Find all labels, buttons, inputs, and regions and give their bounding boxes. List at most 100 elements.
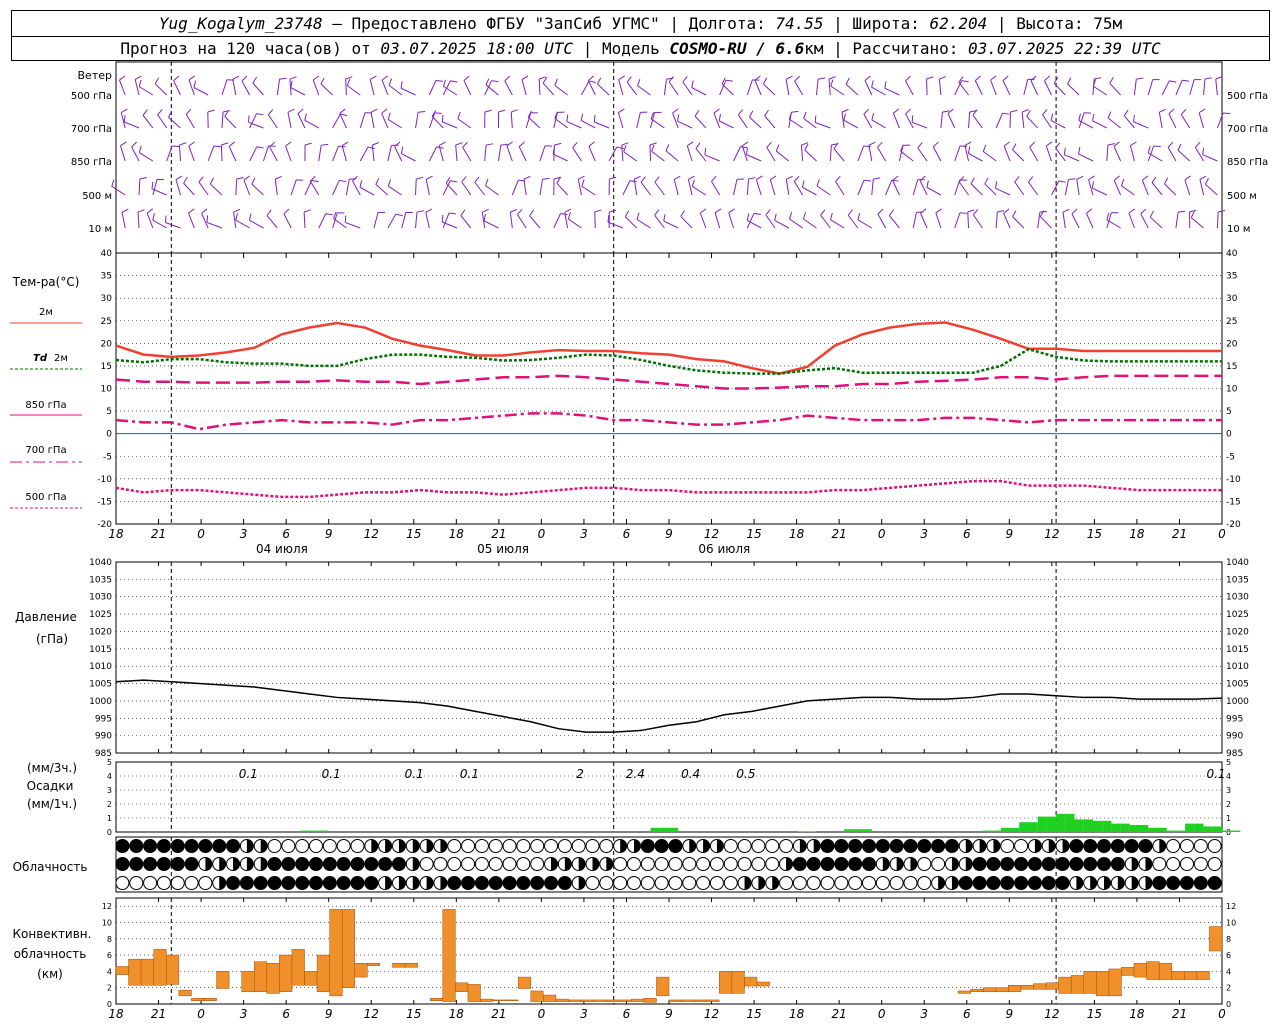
- wind-barb-feather: [1010, 109, 1018, 113]
- wind-barb-feather: [523, 175, 531, 180]
- precip-bar: [1129, 825, 1140, 832]
- wind-barb: [297, 113, 306, 129]
- wind-barb: [624, 216, 638, 229]
- cloud-symbol-half: [260, 839, 268, 853]
- time-tick-label: 0: [538, 1007, 546, 1021]
- wind-barb: [572, 147, 582, 162]
- precip-bar: [1120, 823, 1130, 832]
- temp-tick-label: 15: [101, 362, 112, 372]
- wind-barb-feather: [668, 76, 674, 83]
- cloud-symbol: [322, 876, 337, 890]
- wind-barb: [636, 112, 641, 129]
- precip-tick-label: 0: [107, 828, 112, 837]
- precip-bar: [1157, 827, 1167, 832]
- wind-barb: [346, 85, 361, 96]
- wind-barb-feather: [688, 175, 695, 180]
- wind-barb: [400, 87, 416, 96]
- time-tick-label: 12: [1044, 527, 1059, 541]
- wind-barb: [794, 80, 804, 96]
- pressure-tick-label: 1000: [89, 697, 112, 707]
- cloud-symbol-half: [772, 876, 779, 890]
- wind-barb-feather: [138, 79, 142, 87]
- cloud-symbol-half: [412, 839, 420, 853]
- wind-barb-feather: [616, 146, 624, 150]
- wind-barb: [1107, 117, 1121, 129]
- wind-barb: [173, 80, 181, 96]
- wind-barb: [415, 212, 418, 229]
- cloud-symbol-half: [1062, 839, 1070, 853]
- precip-bar: [318, 830, 328, 832]
- wind-barb-feather: [312, 75, 320, 81]
- day-label: 04 июля: [256, 542, 308, 556]
- wind-barb-feather: [289, 76, 297, 80]
- wind-barb-feather: [802, 212, 807, 220]
- wind-barb-feather: [111, 179, 115, 187]
- wind-barb-feather: [728, 208, 735, 214]
- wind-barb-feather: [816, 179, 820, 187]
- wind-barb: [401, 153, 416, 162]
- time-tick-label: 18: [789, 1007, 805, 1021]
- wind-barb: [138, 86, 154, 96]
- cloud-label: Облачность: [13, 860, 88, 874]
- pressure-tick-label: 1015: [89, 645, 112, 655]
- conv-tick-label: 12: [1226, 902, 1236, 911]
- temp-tick-label: 30: [1226, 294, 1238, 304]
- wind-barb: [359, 146, 369, 162]
- wind-barb-feather: [474, 176, 480, 183]
- temp-tick-label: 0: [106, 430, 112, 440]
- wind-barb-feather: [704, 147, 707, 156]
- wind-barb: [175, 179, 181, 196]
- cloud-symbol: [1014, 876, 1029, 890]
- cloud-symbol: [115, 857, 130, 871]
- wind-barb: [1133, 121, 1149, 129]
- cloud-symbol: [516, 839, 531, 853]
- wind-barb-feather: [438, 141, 446, 146]
- wind-barb: [1168, 113, 1177, 129]
- wind-barb-feather: [321, 143, 329, 146]
- wind-barb: [224, 116, 237, 129]
- wind-barb: [269, 146, 278, 162]
- wind-barb-feather: [677, 114, 680, 122]
- cloud-symbol: [322, 857, 337, 871]
- wind-barb: [1053, 83, 1066, 96]
- wind-barb-feather: [788, 212, 793, 220]
- wind-barb-feather: [213, 145, 221, 148]
- wind-barb-feather: [279, 77, 287, 80]
- wind-barb-feather: [791, 110, 799, 113]
- cloud-symbol: [917, 839, 932, 853]
- wind-barb: [1147, 145, 1155, 162]
- cloud-symbol: [1179, 876, 1194, 890]
- wind-barb: [134, 79, 140, 96]
- cloud-symbol: [488, 876, 503, 890]
- wind-barb-feather: [164, 215, 167, 223]
- wind-barb-feather: [623, 144, 627, 152]
- wind-barb-feather: [835, 175, 841, 182]
- wind-barb-feather: [556, 176, 561, 184]
- wind-barb: [919, 180, 928, 196]
- time-tick-label: 6: [623, 527, 631, 541]
- model-label: | Модель: [573, 39, 670, 58]
- conv-bar: [982, 987, 997, 993]
- wind-barb-feather: [1071, 208, 1078, 215]
- temp-tick-label: 10: [101, 385, 113, 395]
- conv-bar: [304, 971, 318, 986]
- wind-barb-feather: [674, 175, 681, 180]
- pressure-tick-label: 1040: [1226, 558, 1249, 568]
- wind-barb-feather: [663, 214, 666, 222]
- wind-barb-feather: [290, 80, 293, 88]
- wind-barb-feather: [1177, 143, 1182, 151]
- wind-barb-feather: [1026, 110, 1031, 117]
- wind-barb: [1078, 119, 1094, 129]
- cloud-symbol: [350, 857, 365, 871]
- wind-barb-feather: [1140, 208, 1147, 215]
- cloud-symbol: [1027, 857, 1042, 871]
- conv-bar: [744, 976, 758, 987]
- cloud-symbol: [1083, 857, 1098, 871]
- precip-bar: [300, 830, 310, 832]
- wind-barb-feather: [1092, 113, 1095, 121]
- wind-barb-feather: [441, 215, 444, 223]
- wind-barb: [877, 213, 887, 229]
- time-tick-label: 21: [151, 1007, 166, 1021]
- wind-barb-feather: [737, 109, 744, 116]
- wind-barb-feather: [1167, 141, 1174, 148]
